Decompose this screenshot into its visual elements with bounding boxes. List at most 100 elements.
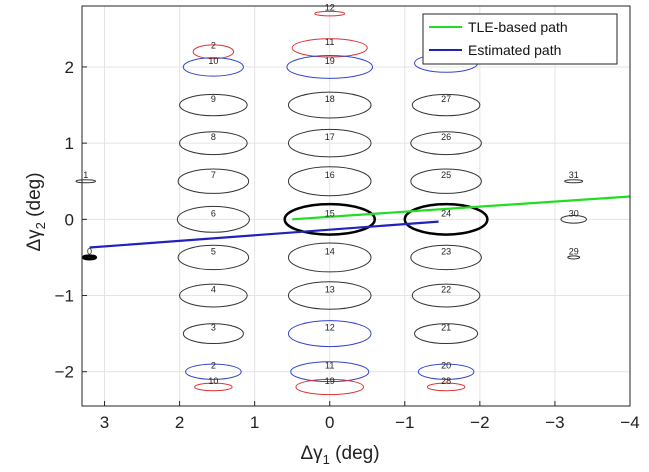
beam-footprint-11	[290, 361, 370, 383]
beam-label-13: 13	[325, 285, 335, 295]
beam-footprint-21	[414, 323, 479, 345]
y-axis-label-unit: (deg)	[24, 172, 45, 222]
legend-label-tle-path: TLE-based path	[468, 19, 568, 35]
beam-label-11: 11	[325, 37, 334, 47]
x-tick-label: 0	[325, 413, 334, 432]
beam-label-4: 4	[211, 285, 216, 295]
beam-footprint-1	[75, 179, 97, 184]
beam-label-17: 17	[325, 132, 335, 142]
beam-footprint-4	[179, 283, 248, 308]
beam-label-2: 2	[211, 41, 216, 51]
beam-label-28: 28	[441, 376, 451, 386]
beam-footprint-6	[176, 205, 250, 233]
series-line-0	[292, 195, 631, 221]
beam-label-24: 24	[441, 208, 451, 218]
beam-footprint-9	[179, 93, 248, 117]
beam-label-14: 14	[325, 246, 335, 256]
y-axis-label: Δγ2 (deg)	[24, 172, 48, 251]
beam-footprint-5	[177, 244, 250, 271]
beam-footprint-14	[287, 242, 372, 273]
legend-box	[422, 13, 618, 65]
y-tick-label: −1	[55, 287, 74, 306]
beam-footprint-12	[314, 10, 346, 17]
beam-label-27: 27	[441, 94, 451, 104]
beam-label-3: 3	[211, 323, 216, 333]
beam-label-15: 15	[325, 208, 335, 218]
x-tick-label: −3	[545, 413, 564, 432]
beam-label-12: 12	[325, 3, 335, 13]
beam-label-25: 25	[441, 170, 451, 180]
beam-footprint-27	[411, 93, 481, 117]
beam-footprint-31	[564, 179, 584, 184]
axes-box	[81, 5, 631, 407]
beam-footprint-29	[567, 255, 581, 260]
beam-label-0: 0	[87, 246, 92, 256]
beam-label-18: 18	[325, 94, 335, 104]
beam-footprint-7	[177, 168, 250, 194]
beam-footprint-18	[287, 91, 372, 119]
beam-label-23: 23	[441, 246, 451, 256]
beam-labels: 1021098765432101211191817161514131211192…	[83, 3, 578, 386]
beam-footprint-24	[403, 202, 489, 236]
beam-label-22: 22	[441, 285, 451, 295]
beam-footprint-19	[295, 378, 365, 396]
x-tick-label: 1	[250, 413, 259, 432]
beam-label-19: 19	[325, 376, 335, 386]
x-tick-label: 3	[100, 413, 109, 432]
x-axis-label: Δγ1 (deg)	[300, 443, 379, 467]
y-axis-label-sub: 2	[33, 222, 48, 229]
beam-footprint-30	[560, 215, 587, 224]
beam-footprint-2	[185, 363, 242, 380]
beam-label-30: 30	[569, 208, 579, 218]
y-tick-label: −2	[55, 363, 74, 382]
beam-footprint-3	[182, 323, 244, 345]
beam-footprint-11	[291, 38, 368, 58]
beam-footprint-19	[286, 55, 374, 79]
beam-label-26: 26	[441, 132, 451, 142]
beam-label-9: 9	[211, 94, 216, 104]
series-line-1	[89, 220, 439, 249]
beam-label-11: 11	[325, 361, 334, 371]
beam-label-5: 5	[211, 246, 216, 256]
y-axis-label-main: Δγ	[24, 229, 45, 252]
y-tick-label: 2	[65, 58, 74, 77]
beam-label-6: 6	[211, 208, 216, 218]
x-axis-label-sub: 1	[323, 452, 330, 467]
beam-footprint-8	[179, 131, 248, 156]
beam-label-7: 7	[211, 170, 216, 180]
path-lines	[89, 195, 631, 249]
beam-footprint-23	[410, 244, 482, 271]
beam-footprint-17	[287, 128, 372, 158]
x-tick-label: −1	[395, 413, 414, 432]
beam-footprint-25	[410, 168, 482, 194]
beam-label-19: 19	[325, 56, 335, 66]
x-tick-label: −4	[620, 413, 639, 432]
beam-label-31: 31	[569, 170, 579, 180]
beam-footprint-20	[417, 363, 475, 380]
x-axis-label-unit: (deg)	[330, 443, 380, 464]
beam-label-10: 10	[208, 376, 218, 386]
beam-footprint-28	[426, 382, 466, 392]
y-tick-label: 1	[65, 134, 74, 153]
beam-footprint-2	[192, 44, 235, 60]
beam-footprint-16	[287, 166, 372, 197]
beam-footprint-10	[182, 57, 244, 77]
beam-label-10: 10	[208, 56, 218, 66]
beam-label-20: 20	[441, 361, 451, 371]
beam-footprint-15	[283, 202, 377, 236]
beam-label-1: 1	[83, 170, 88, 180]
legend-label-estimated-path: Estimated path	[468, 42, 561, 58]
beam-footprint-13	[287, 281, 372, 310]
beam-label-12: 12	[325, 323, 335, 333]
beam-label-2: 2	[211, 361, 216, 371]
beam-label-16: 16	[325, 170, 335, 180]
beam-footprint-22	[411, 283, 481, 308]
legend: TLE-based path Estimated path	[422, 13, 618, 65]
x-tick-label: −2	[470, 413, 489, 432]
beam-label-21: 21	[441, 323, 451, 333]
x-tick-label: 2	[175, 413, 184, 432]
beam-label-29: 29	[569, 246, 579, 256]
